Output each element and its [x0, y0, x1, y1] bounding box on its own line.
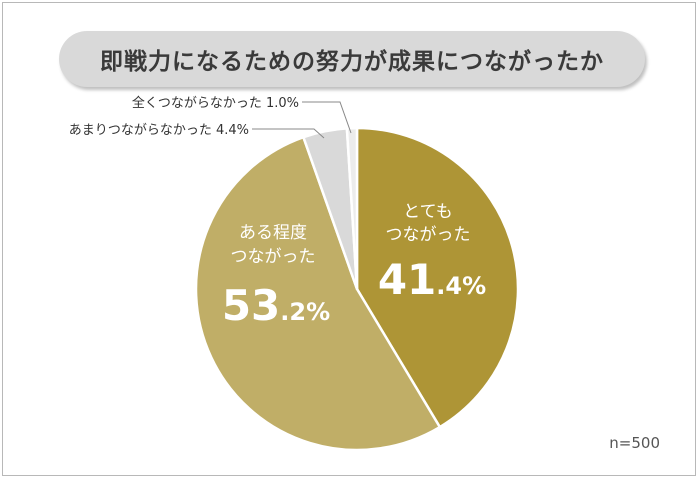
label-very-line1: とても [403, 202, 453, 222]
label-very-value: 41.4% [378, 255, 486, 304]
label-somewhat-line2: つながった [231, 247, 316, 267]
label-little: あまりつながらなかった 4.4% [69, 123, 249, 138]
slice-somewhat [194, 135, 442, 452]
slice-none [345, 126, 359, 291]
chart-title-banner: 即戦力になるための努力が成果につながったか [59, 31, 645, 87]
label-very-line2: つながった [386, 225, 471, 245]
label-very-value-int: 41 [378, 255, 436, 304]
chart-title: 即戦力になるための努力が成果につながったか [100, 49, 604, 75]
label-somewhat-value-int: 53 [222, 281, 280, 330]
leader-line-little [252, 128, 325, 139]
pie-slices [194, 126, 520, 452]
leader-line-none [302, 101, 352, 134]
slice-very [355, 126, 520, 429]
label-very-value-dec: .4% [436, 272, 486, 300]
label-somewhat-line1: ある程度 [239, 223, 307, 243]
label-none: 全くつながらなかった 1.0% [132, 95, 299, 111]
label-somewhat-value: 53.2% [222, 281, 330, 330]
label-somewhat-value-dec: .2% [280, 298, 330, 326]
sample-size-note: n=500 [609, 434, 660, 452]
